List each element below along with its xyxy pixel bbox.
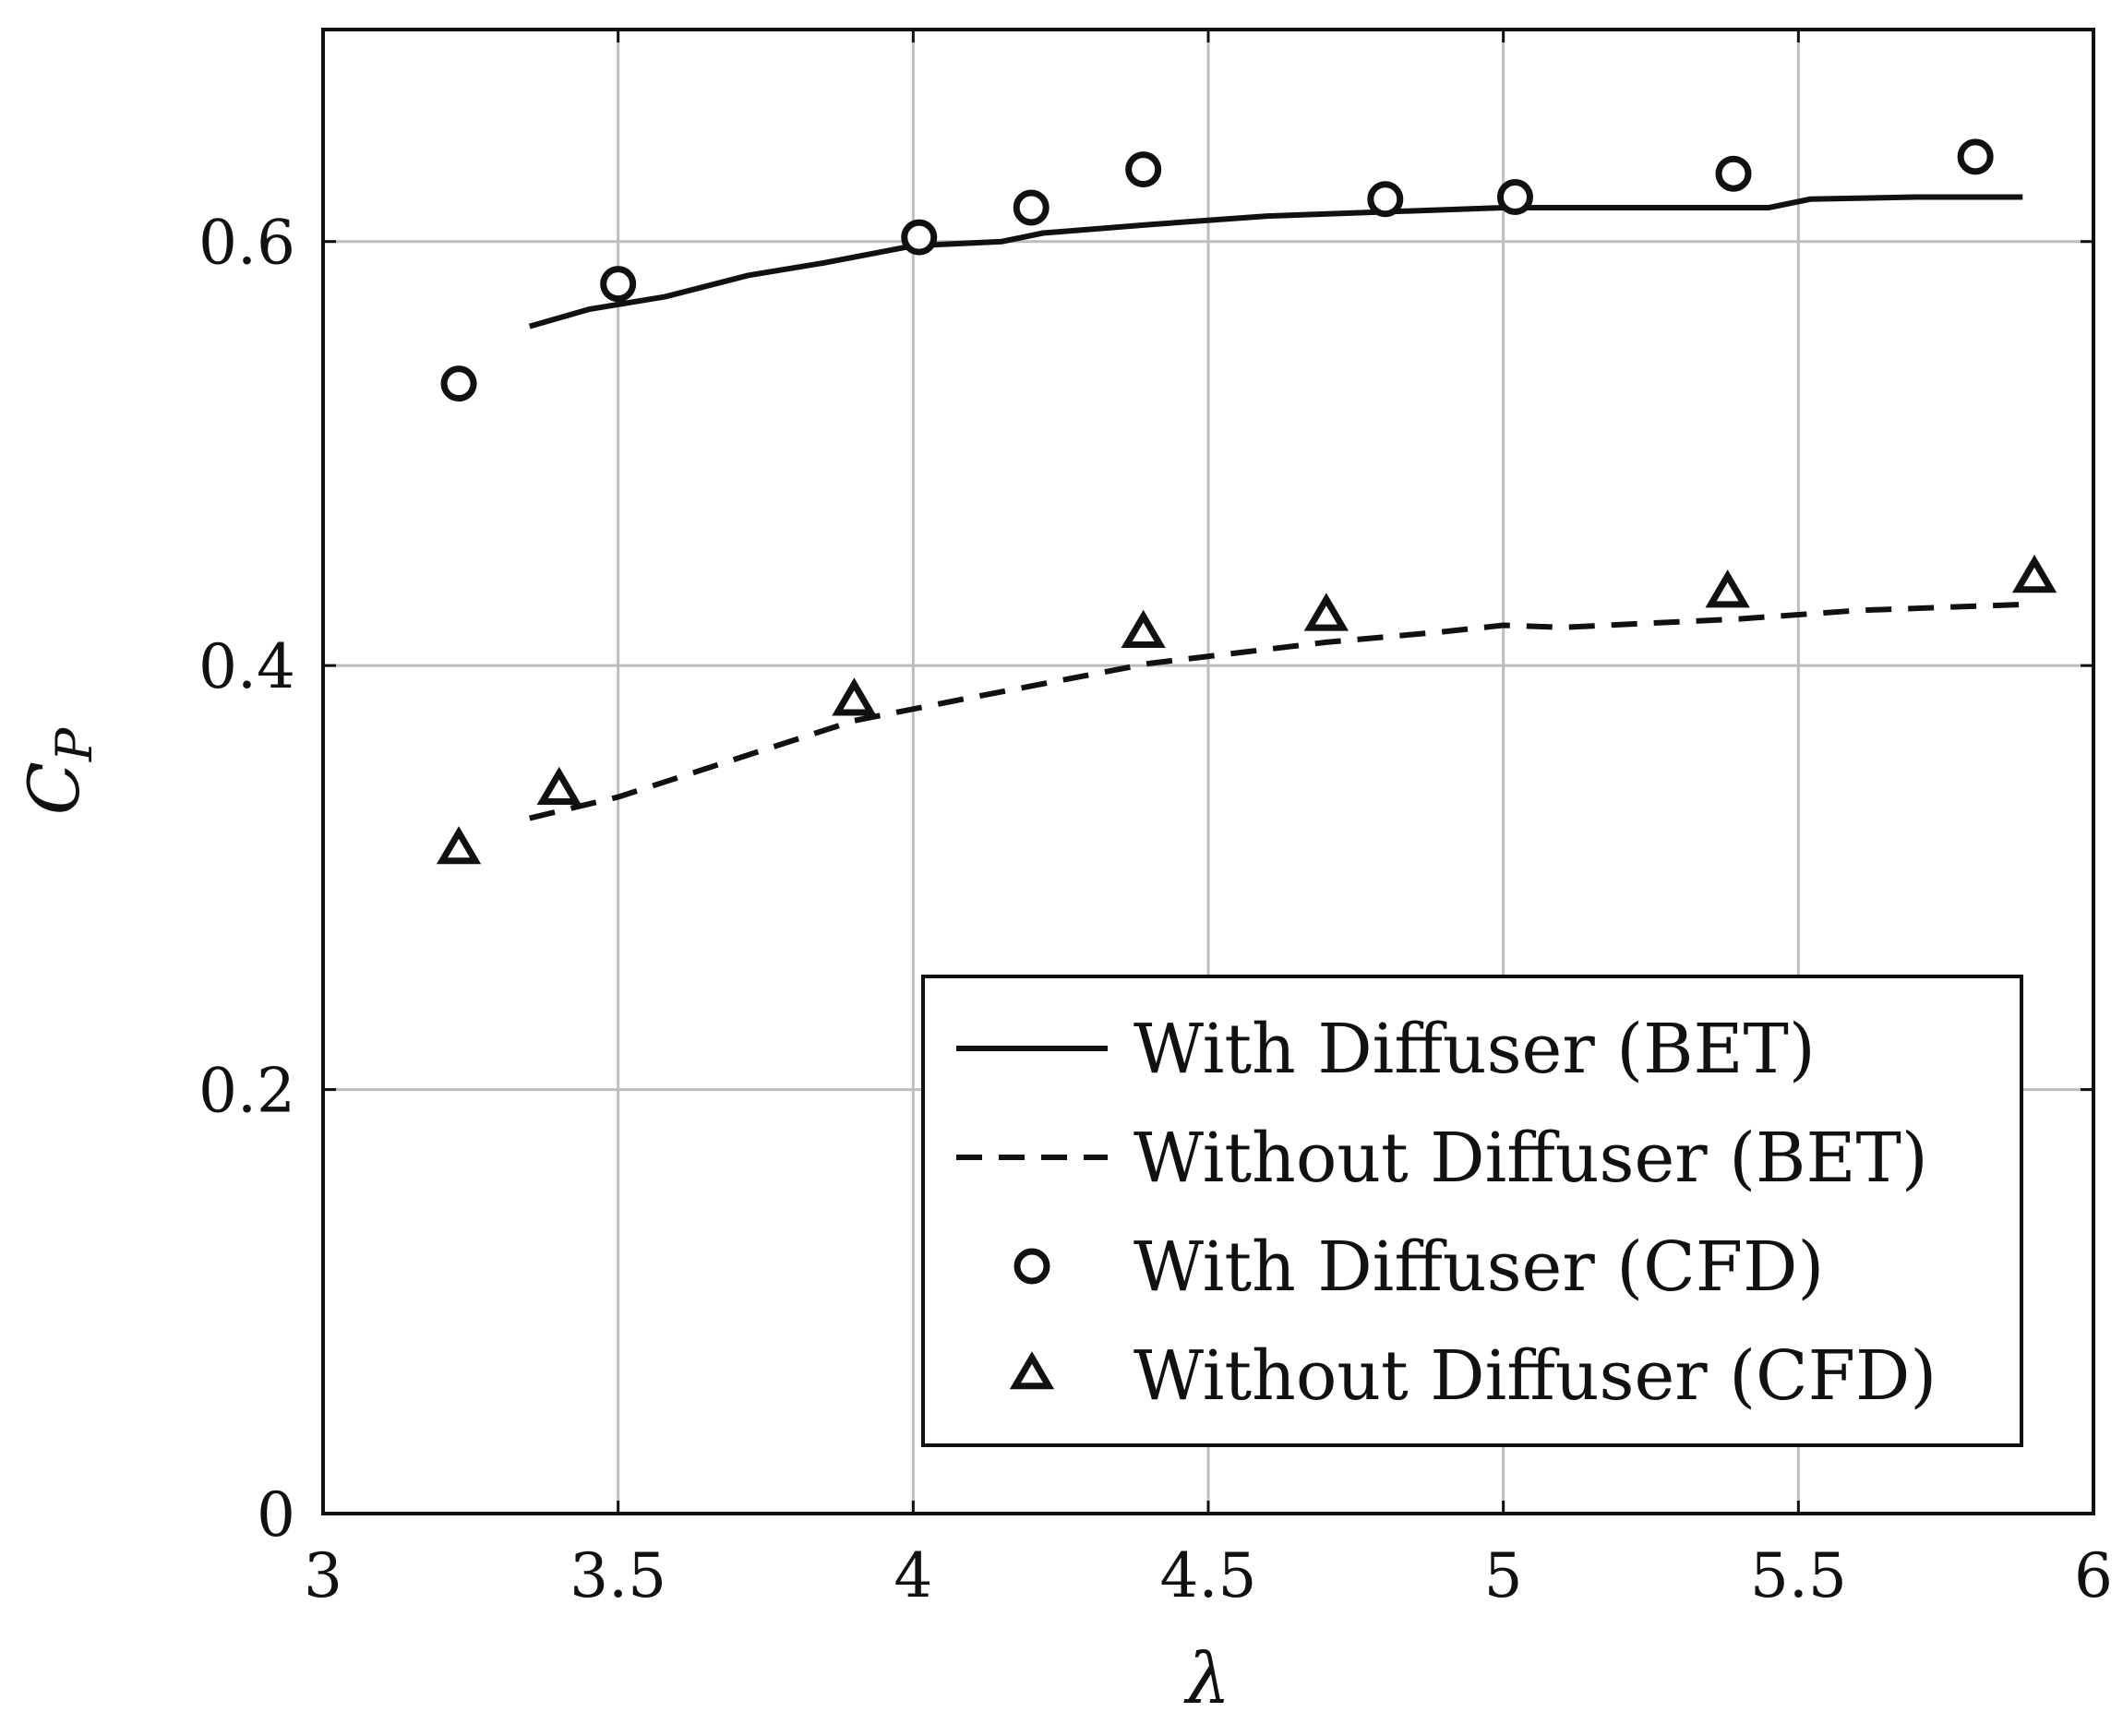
data-point-circle <box>1013 189 1050 226</box>
y-axis-title-main: C <box>13 761 95 815</box>
data-point-triangle <box>832 677 877 716</box>
x-tick-label: 5 <box>1484 1540 1523 1611</box>
data-point-circle <box>1496 178 1533 215</box>
y-axis-title-subscript: P <box>45 726 103 762</box>
data-point-triangle <box>1705 569 1750 608</box>
series-1 <box>529 601 2035 821</box>
axis-ticks: 3 3.5 4 4.5 5 5.5 6 0 0.2 0.4 0.6 <box>198 30 2113 1611</box>
legend-swatch-triangle <box>1009 1351 1055 1390</box>
legend-swatch-circle <box>1014 1248 1050 1285</box>
data-point-triangle <box>536 766 582 805</box>
x-tick-label: 3 <box>304 1540 342 1611</box>
x-tick-label: 3.5 <box>570 1540 666 1611</box>
legend-label: With Diffuser (CFD) <box>1133 1227 1824 1307</box>
data-point-circle <box>1715 155 1752 192</box>
series-2 <box>440 138 1994 402</box>
data-point-circle <box>1957 138 1994 175</box>
series-line-without-diffuser-bet <box>529 601 2035 821</box>
y-tick-label: 0.2 <box>198 1056 295 1127</box>
data-point-circle <box>440 365 477 402</box>
data-point-triangle <box>1303 593 1349 631</box>
series-3 <box>436 555 2057 865</box>
legend-label: With Diffuser (BET) <box>1133 1010 1816 1089</box>
y-tick-label: 0.6 <box>198 208 295 279</box>
data-point-circle <box>1125 151 1162 188</box>
x-tick-label: 4.5 <box>1160 1540 1257 1611</box>
data-point-circle <box>1367 181 1404 218</box>
x-axis-title: λ <box>1183 1637 1230 1719</box>
x-tick-label: 6 <box>2074 1540 2113 1611</box>
legend-label: Without Diffuser (BET) <box>1133 1119 1928 1198</box>
data-point-triangle <box>1121 609 1166 648</box>
y-axis-title: CP <box>13 726 103 815</box>
data-point-circle <box>901 219 938 256</box>
legend-box <box>921 975 2023 1447</box>
series-line-with-diffuser-bet <box>528 194 2023 329</box>
y-tick-label: 0 <box>257 1479 295 1550</box>
x-tick-label: 5.5 <box>1750 1540 1847 1611</box>
x-tick-label: 4 <box>894 1540 932 1611</box>
series-0 <box>528 194 2023 329</box>
data-point-triangle <box>436 826 482 865</box>
data-point-circle <box>600 266 637 303</box>
data-point-triangle <box>2011 555 2057 593</box>
y-tick-label: 0.4 <box>198 631 295 702</box>
legend: With Diffuser (BET) Without Diffuser (BET… <box>921 975 2023 1447</box>
legend-label: Without Diffuser (CFD) <box>1133 1336 1937 1416</box>
plot-series <box>436 138 2057 865</box>
